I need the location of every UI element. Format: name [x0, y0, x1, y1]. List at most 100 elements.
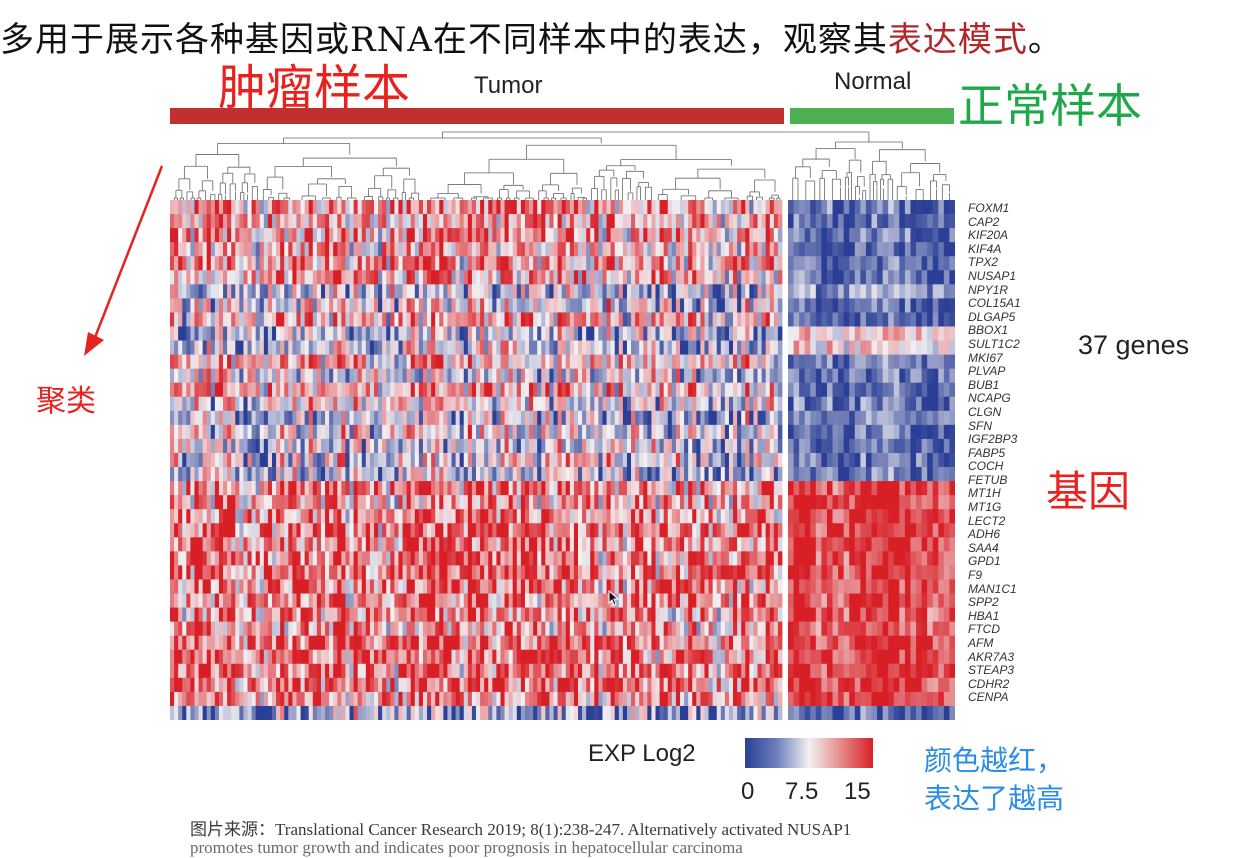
tumor-heatmap-cell [517, 298, 521, 312]
tumor-heatmap-cell [468, 453, 472, 467]
tumor-heatmap-cell [452, 397, 456, 411]
tumor-heatmap-cell [484, 509, 488, 523]
tumor-heatmap-cell [296, 411, 300, 425]
tumor-heatmap-cell [480, 481, 484, 495]
tumor-heatmap-cell [505, 312, 509, 326]
tumor-heatmap-cell [558, 706, 562, 720]
tumor-heatmap-cell [635, 341, 639, 355]
tumor-heatmap-cell [288, 608, 292, 622]
tumor-heatmap-cell [394, 284, 398, 298]
tumor-heatmap-cell [513, 579, 517, 593]
tumor-heatmap-cell [492, 242, 496, 256]
tumor-heatmap-cell [239, 636, 243, 650]
tumor-heatmap-cell [358, 242, 362, 256]
tumor-heatmap-cell [476, 509, 480, 523]
tumor-heatmap-cell [231, 495, 235, 509]
tumor-heatmap-cell [366, 397, 370, 411]
tumor-heatmap-cell [362, 369, 366, 383]
tumor-heatmap-cell [452, 369, 456, 383]
tumor-heatmap-cell [415, 256, 419, 270]
tumor-heatmap-cell [529, 692, 533, 706]
tumor-heatmap-cell [309, 214, 313, 228]
tumor-heatmap-cell [615, 312, 619, 326]
tumor-heatmap-cell [256, 228, 260, 242]
tumor-heatmap-cell [272, 200, 276, 214]
tumor-heatmap-cell [223, 579, 227, 593]
tumor-heatmap-cell [447, 411, 451, 425]
tumor-heatmap-cell [435, 453, 439, 467]
tumor-heatmap-cell [207, 298, 211, 312]
tumor-heatmap-cell [370, 692, 374, 706]
tumor-heatmap-cell [525, 523, 529, 537]
tumor-heatmap-cell [656, 425, 660, 439]
tumor-heatmap-cell [329, 200, 333, 214]
tumor-heatmap-cell [284, 242, 288, 256]
tumor-heatmap-cell [256, 636, 260, 650]
tumor-heatmap-cell [362, 579, 366, 593]
tumor-heatmap-cell [321, 664, 325, 678]
tumor-heatmap-cell [243, 326, 247, 340]
tumor-heatmap-cell [398, 509, 402, 523]
tumor-heatmap-cell [178, 411, 182, 425]
tumor-heatmap-cell [513, 608, 517, 622]
tumor-heatmap-cell [178, 650, 182, 664]
tumor-heatmap-cell [623, 284, 627, 298]
tumor-heatmap-cell [472, 397, 476, 411]
tumor-heatmap-cell [309, 270, 313, 284]
tumor-heatmap-cell [337, 509, 341, 523]
tumor-heatmap-cell [651, 523, 655, 537]
tumor-heatmap-cell [521, 551, 525, 565]
tumor-heatmap-cell [570, 481, 574, 495]
tumor-heatmap-cell [635, 326, 639, 340]
tumor-heatmap-cell [509, 439, 513, 453]
tumor-heatmap-cell [174, 608, 178, 622]
tumor-heatmap-cell [590, 650, 594, 664]
tumor-heatmap-cell [341, 467, 345, 481]
tumor-heatmap-cell [223, 355, 227, 369]
tumor-heatmap-cell [276, 298, 280, 312]
tumor-heatmap-cell [350, 565, 354, 579]
tumor-heatmap-cell [562, 551, 566, 565]
tumor-heatmap-cell [317, 425, 321, 439]
tumor-heatmap-cell [227, 214, 231, 228]
tumor-heatmap-cell [594, 664, 598, 678]
tumor-heatmap-cell [288, 214, 292, 228]
tumor-heatmap-cell [423, 298, 427, 312]
tumor-heatmap-cell [545, 467, 549, 481]
tumor-heatmap-cell [549, 369, 553, 383]
tumor-heatmap-cell [252, 650, 256, 664]
tumor-heatmap-cell [407, 284, 411, 298]
tumor-heatmap-cell [394, 326, 398, 340]
tumor-heatmap-cell [305, 200, 309, 214]
tumor-heatmap-cell [248, 425, 252, 439]
tumor-heatmap-cell [423, 608, 427, 622]
tumor-heatmap-cell [545, 594, 549, 608]
tumor-heatmap-cell [407, 214, 411, 228]
tumor-heatmap-cell [174, 312, 178, 326]
tumor-heatmap-cell [647, 523, 651, 537]
tumor-heatmap-cell [223, 594, 227, 608]
tumor-heatmap-cell [574, 383, 578, 397]
tumor-heatmap-cell [374, 495, 378, 509]
tumor-heatmap-cell [296, 523, 300, 537]
tumor-heatmap-cell [411, 200, 415, 214]
tumor-heatmap-cell [574, 270, 578, 284]
tumor-heatmap-cell [341, 326, 345, 340]
tumor-heatmap-cell [541, 594, 545, 608]
tumor-heatmap-cell [199, 467, 203, 481]
tumor-heatmap-cell [325, 383, 329, 397]
tumor-heatmap-cell [382, 355, 386, 369]
tumor-heatmap-cell [627, 355, 631, 369]
tumor-heatmap-cell [627, 200, 631, 214]
tumor-heatmap-cell [292, 650, 296, 664]
tumor-heatmap-cell [590, 551, 594, 565]
tumor-heatmap-cell [207, 565, 211, 579]
tumor-heatmap-cell [623, 355, 627, 369]
tumor-heatmap-cell [325, 481, 329, 495]
tumor-heatmap-cell [350, 523, 354, 537]
tumor-heatmap-cell [513, 565, 517, 579]
tumor-heatmap-cell [651, 383, 655, 397]
tumor-heatmap-cell [529, 256, 533, 270]
tumor-heatmap-cell [378, 692, 382, 706]
tumor-heatmap-cell [484, 228, 488, 242]
